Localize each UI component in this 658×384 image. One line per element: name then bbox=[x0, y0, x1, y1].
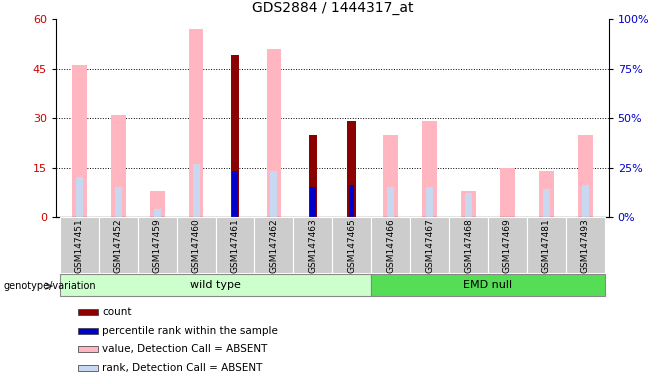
Bar bbox=[176, 217, 216, 273]
Bar bbox=[78, 309, 98, 315]
Bar bbox=[193, 164, 199, 217]
Bar bbox=[461, 190, 476, 217]
Text: GSM147462: GSM147462 bbox=[269, 218, 278, 273]
Text: GSM147493: GSM147493 bbox=[581, 218, 590, 273]
Bar bbox=[488, 217, 527, 273]
Bar bbox=[539, 171, 554, 217]
Title: GDS2884 / 1444317_at: GDS2884 / 1444317_at bbox=[251, 2, 413, 15]
Bar bbox=[578, 134, 593, 217]
Bar bbox=[465, 193, 472, 217]
Bar bbox=[500, 167, 515, 217]
Bar bbox=[387, 187, 394, 217]
Bar bbox=[543, 189, 550, 217]
Bar bbox=[60, 274, 371, 296]
Bar bbox=[566, 217, 605, 273]
Text: GSM147460: GSM147460 bbox=[191, 218, 201, 273]
Bar bbox=[216, 217, 255, 273]
Bar bbox=[231, 55, 240, 217]
Bar bbox=[78, 365, 98, 371]
Text: count: count bbox=[103, 307, 132, 317]
Bar bbox=[114, 187, 122, 217]
Text: value, Detection Call = ABSENT: value, Detection Call = ABSENT bbox=[103, 344, 268, 354]
Bar bbox=[410, 217, 449, 273]
Bar bbox=[72, 65, 87, 217]
Text: GSM147465: GSM147465 bbox=[347, 218, 356, 273]
Text: EMD null: EMD null bbox=[463, 280, 513, 290]
Text: GSM147461: GSM147461 bbox=[230, 218, 240, 273]
Text: GSM147451: GSM147451 bbox=[75, 218, 84, 273]
Bar bbox=[153, 209, 161, 217]
Bar bbox=[426, 187, 433, 217]
Text: GSM147469: GSM147469 bbox=[503, 218, 512, 273]
Text: percentile rank within the sample: percentile rank within the sample bbox=[103, 326, 278, 336]
Bar bbox=[310, 187, 316, 217]
Bar bbox=[349, 185, 355, 217]
Bar bbox=[347, 121, 356, 217]
Bar bbox=[449, 217, 488, 273]
Bar bbox=[371, 274, 605, 296]
Bar bbox=[99, 217, 138, 273]
Bar bbox=[78, 346, 98, 353]
Bar bbox=[60, 217, 99, 273]
Bar bbox=[232, 172, 238, 217]
Bar bbox=[270, 172, 278, 217]
Text: GSM147481: GSM147481 bbox=[542, 218, 551, 273]
Bar bbox=[383, 134, 398, 217]
Bar bbox=[111, 115, 126, 217]
Bar bbox=[76, 177, 83, 217]
Bar bbox=[371, 217, 410, 273]
Bar bbox=[232, 172, 238, 217]
Text: wild type: wild type bbox=[190, 280, 241, 290]
Bar bbox=[266, 49, 282, 217]
Text: GSM147468: GSM147468 bbox=[464, 218, 473, 273]
Bar bbox=[138, 217, 176, 273]
Text: GSM147466: GSM147466 bbox=[386, 218, 395, 273]
Text: GSM147452: GSM147452 bbox=[114, 218, 122, 273]
Bar bbox=[309, 134, 317, 217]
Text: GSM147459: GSM147459 bbox=[153, 218, 162, 273]
Bar bbox=[150, 190, 164, 217]
Bar bbox=[332, 217, 371, 273]
Text: rank, Detection Call = ABSENT: rank, Detection Call = ABSENT bbox=[103, 363, 263, 373]
Bar bbox=[255, 217, 293, 273]
Bar bbox=[527, 217, 566, 273]
Text: genotype/variation: genotype/variation bbox=[3, 281, 96, 291]
Text: GSM147463: GSM147463 bbox=[309, 218, 317, 273]
Text: GSM147467: GSM147467 bbox=[425, 218, 434, 273]
Bar bbox=[293, 217, 332, 273]
Bar bbox=[582, 185, 589, 217]
Bar bbox=[78, 328, 98, 334]
Bar bbox=[189, 29, 203, 217]
Bar bbox=[422, 121, 437, 217]
